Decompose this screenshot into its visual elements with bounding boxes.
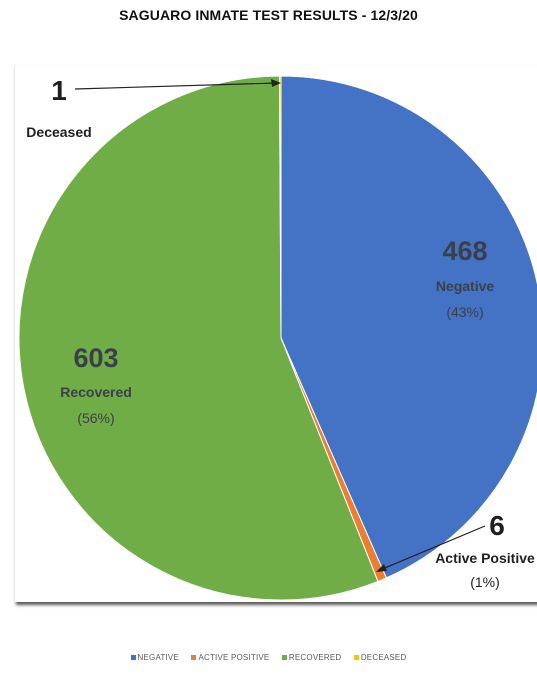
active-positive-value-label: 6: [489, 510, 505, 541]
chart-title: SAGUARO INMATE TEST RESULTS - 12/3/20: [119, 7, 418, 23]
leader-lines: [74, 79, 486, 572]
pie-slice-deceased: [278, 75, 282, 339]
recovered-name-label: Recovered: [60, 384, 132, 400]
legend-swatch-active-positive: [191, 655, 197, 661]
legend-swatch-recovered: [281, 655, 287, 661]
legend-item-active-positive: ACTIVE POSITIVE: [191, 653, 269, 662]
active-positive-percent-label: (1%): [470, 574, 500, 590]
deceased-value-label: 1: [51, 75, 67, 106]
recovered-value-label: 603: [73, 343, 118, 373]
chart-frame: 468 Negative (43%) 603 Recovered (56%) 1…: [14, 66, 537, 602]
legend-item-deceased: DECEASED: [353, 653, 407, 662]
legend-swatch-deceased: [353, 655, 359, 661]
legend-label-deceased: DECEASED: [360, 653, 407, 662]
deceased-leader-arrowhead: [271, 79, 281, 87]
legend-item-recovered: RECOVERED: [281, 653, 342, 662]
recovered-percent-label: (56%): [77, 410, 114, 426]
active-positive-leader-line: [379, 525, 486, 571]
legend-label-negative: NEGATIVE: [137, 653, 180, 662]
active-positive-name-label: Active Positive: [435, 550, 535, 566]
legend-item-negative: NEGATIVE: [130, 653, 180, 662]
pie-slice-recovered: [18, 75, 379, 601]
legend-label-recovered: RECOVERED: [288, 653, 342, 662]
legend-swatch-negative: [130, 655, 136, 661]
deceased-leader-line: [74, 82, 278, 90]
negative-percent-label: (43%): [446, 304, 483, 320]
slice-labels: 468 Negative (43%) 603 Recovered (56%) 1…: [26, 75, 535, 590]
negative-value-label: 468: [442, 236, 487, 266]
chart-legend: NEGATIVE ACTIVE POSITIVE RECOVERED DECEA…: [0, 653, 537, 662]
deceased-name-label: Deceased: [26, 124, 91, 140]
active-positive-leader-arrowhead: [376, 564, 387, 572]
pie-slice-negative: [280, 75, 537, 579]
legend-label-active-positive: ACTIVE POSITIVE: [198, 653, 270, 662]
pie-chart: 468 Negative (43%) 603 Recovered (56%) 1…: [18, 75, 537, 601]
pie-slices: [18, 75, 537, 601]
negative-name-label: Negative: [436, 278, 495, 294]
